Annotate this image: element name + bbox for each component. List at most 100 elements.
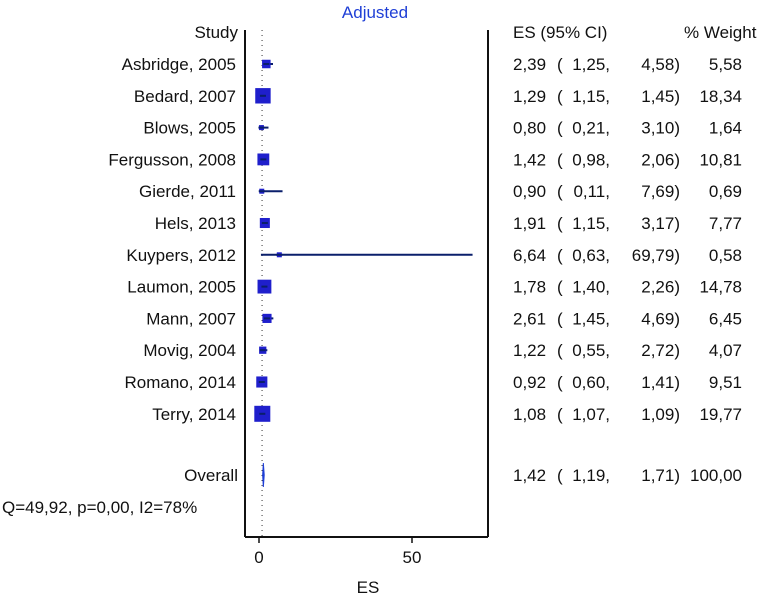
plot-title-group: Adjusted (342, 3, 408, 22)
es-value: 6,64 (513, 246, 546, 265)
ci-lower: 0,55, (572, 341, 610, 360)
weight-value: 18,34 (699, 87, 742, 106)
es-value: 1,42 (513, 150, 546, 169)
ci-upper: 2,26) (641, 278, 680, 297)
study-label: Romano, 2014 (124, 373, 236, 392)
study-label: Asbridge, 2005 (122, 55, 236, 74)
study-row: Hels, 2013 1,91 (1,15, 3,17) 7,77 (155, 214, 742, 233)
ci-upper: 1,09) (641, 405, 680, 424)
ci-lower: 0,63, (572, 246, 610, 265)
study-label: Movig, 2004 (143, 341, 236, 360)
ci-lower: 1,25, (572, 55, 610, 74)
es-value: 2,61 (513, 309, 546, 328)
ci-upper: 3,17) (641, 214, 680, 233)
ci-open: ( (557, 405, 563, 424)
study-row: Asbridge, 2005 2,39 (1,25, 4,58) 5,58 (122, 55, 742, 74)
ci-open: ( (557, 309, 563, 328)
ci-lower: 0,98, (572, 150, 610, 169)
ci-open: ( (557, 373, 563, 392)
study-rows: Asbridge, 2005 2,39 (1,25, 4,58) 5,58 Bedard,… (108, 55, 742, 424)
study-label: Bedard, 2007 (134, 87, 236, 106)
ci-lower: 1,07, (572, 405, 610, 424)
ci-open: ( (557, 87, 563, 106)
ci-lower: 1,15, (572, 87, 610, 106)
x-axis: 0 50 (254, 537, 421, 567)
weight-value: 10,81 (699, 150, 742, 169)
heterogeneity-stats: Q=49,92, p=0,00, I2=78% (2, 498, 197, 517)
overall-es-value: 1,42 (513, 466, 546, 485)
es-value: 0,92 (513, 373, 546, 392)
weight-value: 0,58 (709, 246, 742, 265)
x-tick-label: 0 (254, 548, 263, 567)
study-label: Terry, 2014 (152, 405, 236, 424)
es-value: 0,90 (513, 182, 546, 201)
weight-value: 9,51 (709, 373, 742, 392)
study-row: Laumon, 2005 1,78 (1,40, 2,26) 14,78 (127, 278, 742, 297)
header-weight: % Weight (684, 23, 757, 42)
study-label: Blows, 2005 (143, 119, 236, 138)
study-label: Kuypers, 2012 (126, 246, 236, 265)
es-value: 1,78 (513, 278, 546, 297)
weight-value: 5,58 (709, 55, 742, 74)
weight-value: 0,69 (709, 182, 742, 201)
weight-value: 7,77 (709, 214, 742, 233)
x-axis-label: ES (357, 578, 380, 597)
study-label: Mann, 2007 (146, 309, 236, 328)
study-row: Bedard, 2007 1,29 (1,15, 1,45) 18,34 (134, 87, 742, 106)
study-label: Gierde, 2011 (139, 182, 236, 201)
es-value: 1,29 (513, 87, 546, 106)
ci-lower: 0,21, (572, 119, 610, 138)
study-row: Movig, 2004 1,22 (0,55, 2,72) 4,07 (143, 341, 742, 360)
weight-value: 4,07 (709, 341, 742, 360)
study-row: Terry, 2014 1,08 (1,07, 1,09) 19,77 (152, 405, 742, 424)
ci-upper: 2,06) (641, 150, 680, 169)
weight-value: 1,64 (709, 119, 742, 138)
ci-upper: 7,69) (641, 182, 680, 201)
overall-label: Overall (184, 466, 238, 485)
overall-row: Overall 1,42 (1,19, 1,71) 100,00 Q=49,92, p=0… (2, 462, 742, 517)
ci-upper: 4,69) (641, 309, 680, 328)
ci-upper: 2,72) (641, 341, 680, 360)
overall-ci-open: ( (557, 466, 563, 485)
weight-value: 14,78 (699, 278, 742, 297)
overall-ci-lower: 1,19, (572, 466, 610, 485)
ci-upper: 1,45) (641, 87, 680, 106)
overall-diamond (262, 462, 265, 488)
study-row: Blows, 2005 0,80 (0,21, 3,10) 1,64 (143, 119, 742, 138)
study-row: Gierde, 2011 0,90 (0,11, 7,69) 0,69 (139, 182, 742, 201)
ci-open: ( (557, 341, 563, 360)
weight-value: 6,45 (709, 309, 742, 328)
study-label: Fergusson, 2008 (108, 150, 236, 169)
study-label: Laumon, 2005 (127, 278, 236, 297)
header-study: Study (195, 23, 239, 42)
ci-lower: 1,45, (572, 309, 610, 328)
ci-upper: 1,41) (641, 373, 680, 392)
ci-open: ( (557, 119, 563, 138)
study-row: Romano, 2014 0,92 (0,60, 1,41) 9,51 (124, 373, 742, 392)
x-tick-label: 50 (403, 548, 422, 567)
es-value: 1,22 (513, 341, 546, 360)
table-header: Study ES (95% CI) % Weight (195, 23, 757, 42)
ci-open: ( (557, 182, 563, 201)
study-row: Fergusson, 2008 1,42 (0,98, 2,06) 10,81 (108, 150, 742, 169)
chart-title: Adjusted (342, 3, 408, 22)
ci-open: ( (557, 278, 563, 297)
ci-open: ( (557, 246, 563, 265)
weight-value: 19,77 (699, 405, 742, 424)
ci-lower: 0,11, (573, 182, 610, 201)
ci-lower: 1,15, (572, 214, 610, 233)
study-row: Kuypers, 2012 6,64 (0,63, 69,79) 0,58 (126, 246, 742, 265)
es-value: 2,39 (513, 55, 546, 74)
ci-open: ( (557, 150, 563, 169)
es-value: 1,08 (513, 405, 546, 424)
ci-open: ( (557, 214, 563, 233)
ci-upper: 3,10) (641, 119, 680, 138)
ci-open: ( (557, 55, 563, 74)
es-value: 1,91 (513, 214, 546, 233)
study-row: Mann, 2007 2,61 (1,45, 4,69) 6,45 (146, 309, 742, 328)
es-value: 0,80 (513, 119, 546, 138)
plot-frame (244, 30, 489, 538)
overall-ci-upper: 1,71) (641, 466, 680, 485)
header-es-ci: ES (95% CI) (513, 23, 607, 42)
